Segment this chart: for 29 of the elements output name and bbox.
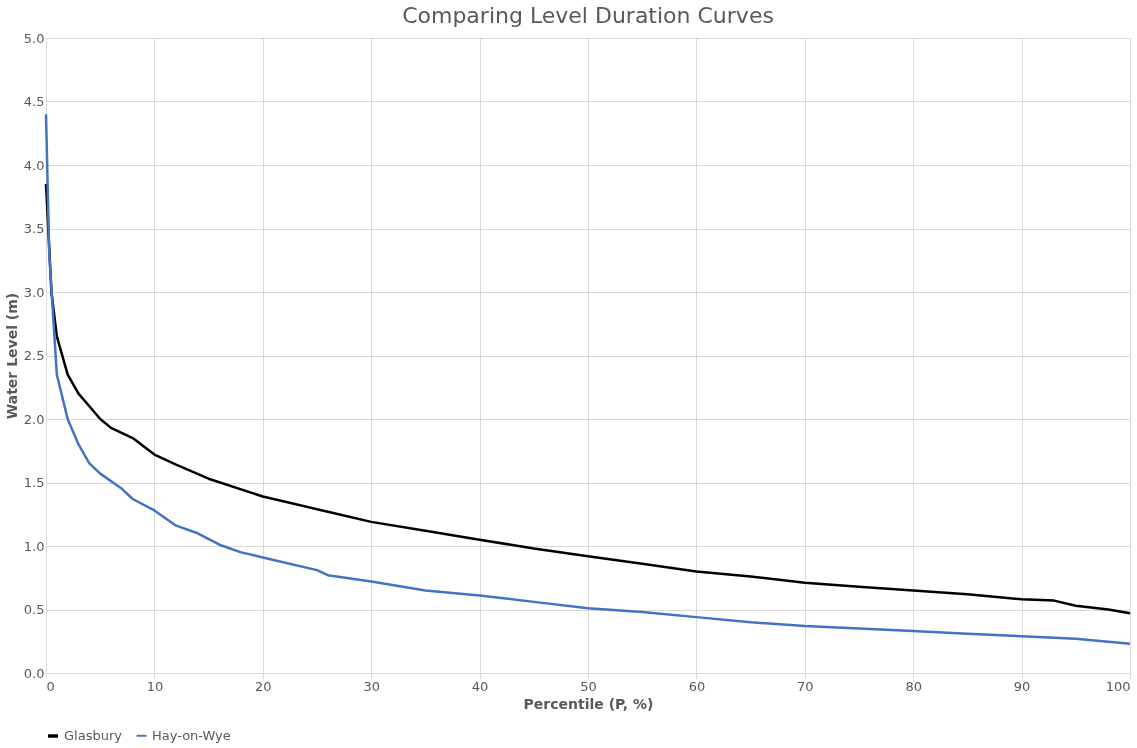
- y-tick-label: 4.0: [23, 157, 45, 173]
- y-tick-label: 2.5: [23, 348, 45, 363]
- x-tick-label: 90: [1013, 678, 1031, 694]
- x-tick-label: 30: [363, 678, 380, 694]
- x-tick-label: 60: [688, 678, 706, 694]
- y-tick-label: 2.0: [23, 411, 45, 427]
- y-tick-label: 5.0: [23, 30, 45, 46]
- x-tick-label: 50: [580, 678, 597, 694]
- y-tick-label: 0.5: [23, 602, 45, 617]
- legend-label: Hay-on-Wye: [152, 727, 231, 743]
- y-tick-label: 3.5: [23, 221, 45, 236]
- y-tick-label: 1.0: [23, 538, 45, 554]
- y-axis-title: Water Level (m): [3, 292, 20, 420]
- x-tick-label: 20: [255, 678, 272, 694]
- x-tick-label: 0: [46, 678, 55, 694]
- y-tick-label: 1.5: [23, 475, 45, 490]
- x-tick-label: 80: [905, 678, 922, 694]
- line-series: [44, 182, 1132, 615]
- chart-title: Comparing Level Duration Curves: [402, 3, 774, 28]
- x-tick-label: 100: [1105, 678, 1131, 694]
- x-tick-label: 70: [797, 678, 814, 694]
- y-tick-label: 4.5: [23, 94, 45, 109]
- x-tick-label: 10: [146, 678, 164, 694]
- y-tick-label: 0.0: [23, 665, 45, 681]
- y-tick-label: 3.0: [23, 284, 45, 300]
- x-axis-title: Percentile (P, %): [523, 695, 654, 712]
- line-series: [44, 112, 1132, 646]
- legend-label: Glasbury: [64, 728, 123, 743]
- x-tick-label: 40: [471, 678, 489, 694]
